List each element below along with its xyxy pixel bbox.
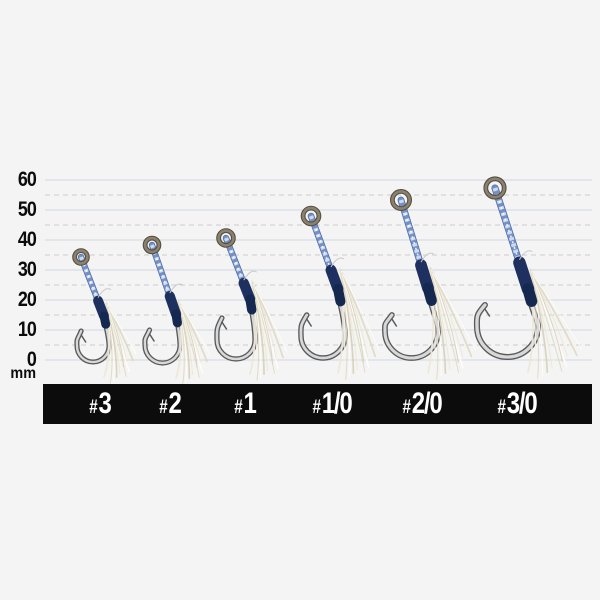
tassel xyxy=(337,267,380,383)
barb xyxy=(80,334,87,343)
knot-wrap xyxy=(513,250,538,307)
size-hash-prefix: # xyxy=(89,397,99,418)
tassel xyxy=(427,266,477,383)
thread-wisp xyxy=(97,288,112,298)
size-number: 2 xyxy=(168,387,182,420)
thread-wisp xyxy=(518,250,533,260)
scale-tick-label: 50 xyxy=(17,198,37,221)
hook-assembly-#1 xyxy=(214,228,287,384)
hook-assembly-#2 xyxy=(142,235,211,388)
knot-wrap xyxy=(325,257,346,307)
knot-wrap xyxy=(164,283,184,328)
thread-wisp xyxy=(420,252,435,263)
tassel xyxy=(175,298,211,388)
hook-assembly-#2/0 xyxy=(382,188,477,383)
size-hash-prefix: # xyxy=(159,397,169,418)
size-bar: #3 #2 #1 #1/0 #2/0 #3/0 xyxy=(43,384,592,424)
scale-tick-label: 60 xyxy=(17,168,37,191)
solid-ring-icon xyxy=(142,235,162,255)
hook-assembly-#3 xyxy=(72,248,137,387)
solid-ring-icon xyxy=(216,228,236,248)
size-hash-prefix: # xyxy=(312,397,322,418)
tassel xyxy=(249,280,287,384)
size-label-1/0: #1/0 xyxy=(312,384,353,424)
scale-unit-label: mm xyxy=(10,365,36,382)
knot-wrap xyxy=(238,270,258,315)
barb xyxy=(391,318,398,327)
size-label-2/0: #2/0 xyxy=(402,384,443,424)
size-label-2: #2 xyxy=(159,384,182,424)
size-number: 1 xyxy=(243,387,257,420)
scale-tick-label: 40 xyxy=(17,228,37,251)
size-hash-prefix: # xyxy=(402,397,412,418)
hook-assembly-#1/0 xyxy=(298,205,380,383)
solid-ring-icon xyxy=(300,205,322,227)
hook-assembly-#3/0 xyxy=(473,176,583,382)
size-number: 3 xyxy=(98,387,112,420)
size-hash-prefix: # xyxy=(234,397,244,418)
size-label-1: #1 xyxy=(234,384,257,424)
solid-ring-icon xyxy=(483,176,507,200)
thread-wisp xyxy=(169,283,184,294)
tassel xyxy=(103,301,137,387)
barb xyxy=(148,333,155,342)
scale-tick-label: 30 xyxy=(17,258,37,281)
knot-wrap xyxy=(415,252,437,306)
solid-ring-icon xyxy=(389,188,412,211)
size-number: 1/0 xyxy=(321,387,353,420)
thread-wisp xyxy=(330,257,345,268)
knot-wrap xyxy=(93,288,112,329)
gridlines xyxy=(45,179,592,361)
size-number: 3/0 xyxy=(506,387,538,420)
solid-ring-icon xyxy=(72,248,90,266)
barb xyxy=(305,318,312,327)
hook xyxy=(142,311,183,366)
scale-tick-label: 10 xyxy=(17,318,37,341)
scale-tick-label: 0 xyxy=(26,348,37,371)
size-label-3/0: #3/0 xyxy=(497,384,538,424)
size-hash-prefix: # xyxy=(497,397,507,418)
thread-wisp xyxy=(243,270,258,281)
barb xyxy=(484,308,491,317)
tassel xyxy=(527,267,583,382)
size-number: 2/0 xyxy=(411,387,443,420)
scale-tick-label: 20 xyxy=(17,288,37,311)
size-label-3: #3 xyxy=(89,384,112,424)
barb xyxy=(221,321,228,330)
